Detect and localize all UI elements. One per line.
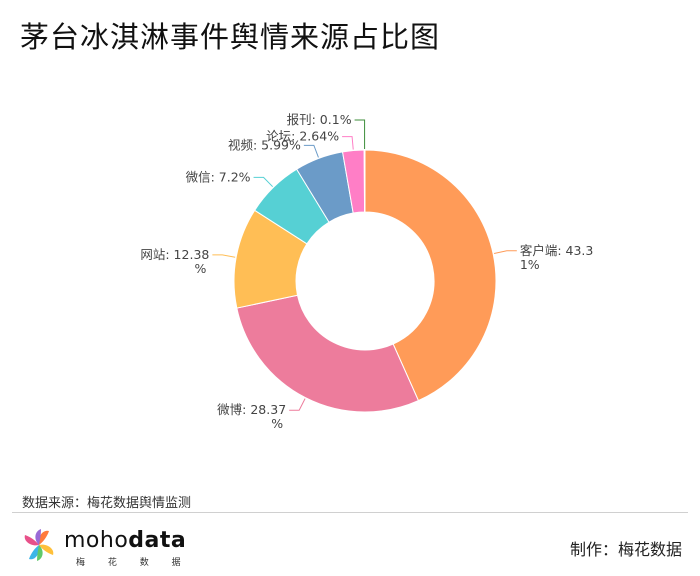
slice-label-0: 客户端: 43.3 1% <box>520 243 594 272</box>
leader-line-5 <box>342 136 354 150</box>
leader-line-6 <box>354 119 366 150</box>
leader-line-3 <box>253 176 274 188</box>
slice-label-line: 客户端: 43.3 <box>520 243 594 258</box>
slice-label-3: 微信: 7.2% <box>186 169 251 184</box>
logo-subtitle: 梅 花 数 据 <box>76 558 191 568</box>
slice-label-line: 视频: 5.99% <box>228 137 301 152</box>
leader-line-4 <box>303 144 319 158</box>
divider <box>12 512 688 513</box>
pinwheel-logo-icon <box>24 529 54 561</box>
slice-label-2: 网站: 12.38% <box>140 247 209 276</box>
donut-slice-6 <box>363 149 366 213</box>
source-note: 数据来源：梅花数据舆情监测 <box>22 496 192 511</box>
slice-label-line: % <box>194 261 206 276</box>
slice-label-1: 微博: 28.37% <box>217 402 286 431</box>
donut-chart: 客户端: 43.3 1%微博: 28.37 %网站: 12.38 %微信: 7.2%视… <box>140 112 593 431</box>
slice-label-5: 论坛: 2.64% <box>266 129 339 144</box>
slice-label-line: 论坛: 2.64% <box>266 129 339 144</box>
logo-word-bold: data <box>128 528 187 553</box>
donut-slice-1 <box>236 294 420 413</box>
donut-slice-0 <box>364 149 497 402</box>
slice-label-line: 网站: 12.38 <box>140 247 209 262</box>
label-group: 客户端: 43.3 1%微博: 28.37 %网站: 12.38 %微信: 7.2%视… <box>140 112 593 431</box>
slice-label-line: 微博: 28.37 <box>217 402 286 417</box>
chart-title: 茅台冰淇淋事件舆情来源占比图 <box>20 20 441 54</box>
maker-credit: 制作：梅花数据 <box>569 540 682 559</box>
logo-word-light: moho <box>64 528 129 553</box>
logo-wordmark: mohodata <box>64 528 186 553</box>
slice-label-line: 报刊: 0.1% <box>287 112 352 127</box>
slice-label-4: 视频: 5.99% <box>228 137 301 152</box>
leader-line-1 <box>289 398 306 411</box>
slice-label-line: 微信: 7.2% <box>186 169 251 184</box>
slice-label-line: 1% <box>520 257 540 272</box>
slice-label-6: 报刊: 0.1% <box>287 112 352 127</box>
leader-line-0 <box>493 250 517 254</box>
mohodata-logo: mohodata 梅 花 数 据 <box>20 526 200 568</box>
slice-group <box>233 149 497 413</box>
leader-line-2 <box>212 254 236 258</box>
slice-label-line: % <box>271 416 283 431</box>
